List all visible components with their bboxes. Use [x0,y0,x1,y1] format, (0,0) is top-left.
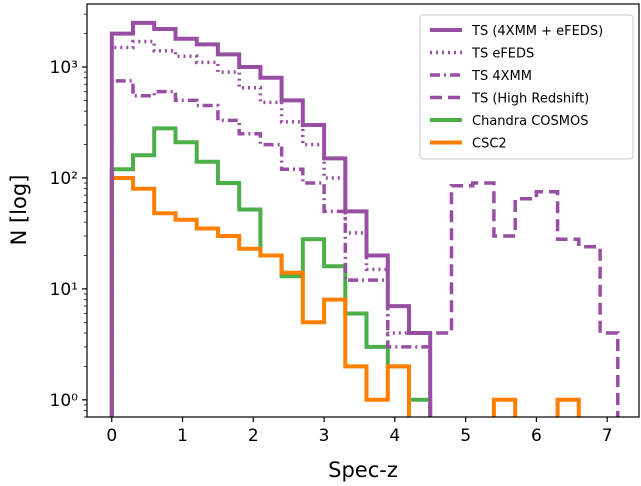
y-axis-title: N [log] [7,175,31,246]
legend-label: TS (High Redshift) [471,92,589,107]
legend-label: TS 4XMM [471,69,532,84]
y-tick-label: 10¹ [50,280,78,300]
legend-label: TS (4XMM + eFEDS) [471,24,603,39]
x-tick-label: 1 [177,426,188,446]
y-tick-label: 10³ [50,58,78,78]
series-line-csc2-extra-1 [555,397,581,417]
x-tick-label: 3 [319,426,330,446]
series-line-csc2-extra-0 [491,397,518,417]
legend-label: CSC2 [472,137,507,152]
series-layer [109,20,620,417]
y-tick-label: 10² [50,169,78,189]
legend-label: TS eFEDS [471,47,534,62]
series-line-ts-4xmm [110,79,432,417]
series-line-csc2 [109,176,411,417]
axes-frame [86,3,640,418]
legend-label: Chandra COSMOS [472,114,588,129]
series-line-ts-4xmm-efeds [109,20,433,417]
legend-box [419,14,634,160]
legend: TS (4XMM + eFEDS) TS eFEDS TS 4XMM TS (High… [419,14,634,160]
x-axis-title: Spec-z [328,458,398,482]
x-tick-label: 6 [531,426,542,446]
x-tick-label: 7 [602,426,613,446]
y-tick-label: 10⁰ [50,391,79,411]
ticks-layer: 0 1 2 3 4 5 6 7 10⁰ 10¹ 10² 10³ [50,13,613,446]
x-tick-label: 2 [248,426,259,446]
x-tick-label: 4 [389,426,400,446]
series-line-ts-efeds [110,39,432,417]
x-tick-label: 5 [460,426,471,446]
series-line-chandra-cosmos [109,126,433,417]
series-line-ts-high-redshift [428,181,620,417]
x-tick-label: 0 [106,426,117,446]
